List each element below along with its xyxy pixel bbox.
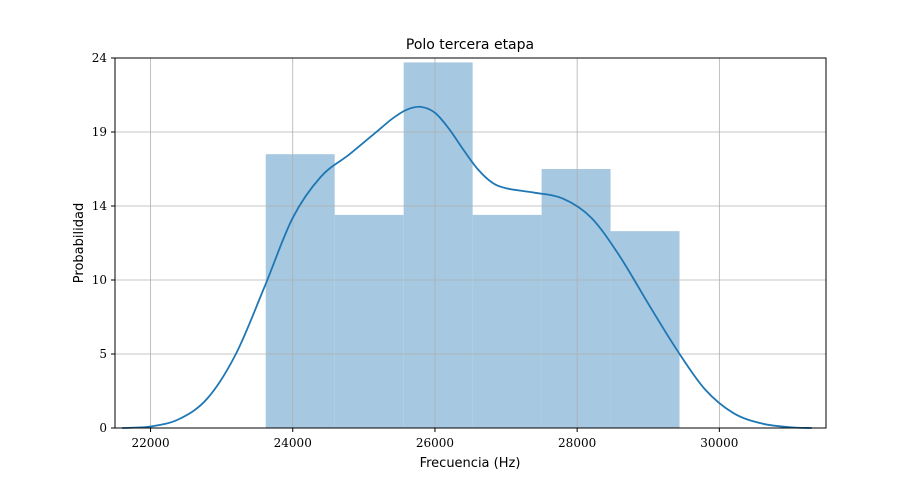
y-tick-label: 0 <box>99 421 107 435</box>
x-tick-label: 24000 <box>274 436 312 450</box>
y-axis-ticks: 0 5 10 14 19 24 <box>92 51 115 435</box>
y-tick-label: 10 <box>92 273 107 287</box>
x-tick-label: 26000 <box>416 436 454 450</box>
y-tick-label: 14 <box>92 199 108 213</box>
histogram-bar <box>541 169 611 428</box>
y-tick-label: 24 <box>92 51 108 65</box>
chart-title: Polo tercera etapa <box>406 37 534 53</box>
histogram-bar <box>472 214 542 428</box>
x-axis-label: Frecuencia (Hz) <box>420 456 521 471</box>
y-tick-label: 5 <box>99 347 107 361</box>
histogram-bar <box>265 154 335 428</box>
histogram-bar <box>403 62 473 428</box>
histogram-bars <box>265 62 680 428</box>
x-axis-ticks: 22000 24000 26000 28000 30000 <box>131 428 738 450</box>
x-tick-label: 22000 <box>131 436 169 450</box>
y-tick-label: 19 <box>92 125 107 139</box>
x-tick-label: 28000 <box>558 436 596 450</box>
histogram-bar <box>334 214 404 428</box>
plot-frame <box>114 57 827 429</box>
histogram-bar <box>610 231 680 428</box>
y-axis-label: Probabilidad <box>72 203 87 283</box>
x-tick-label: 30000 <box>700 436 738 450</box>
kde-curve <box>122 105 812 429</box>
